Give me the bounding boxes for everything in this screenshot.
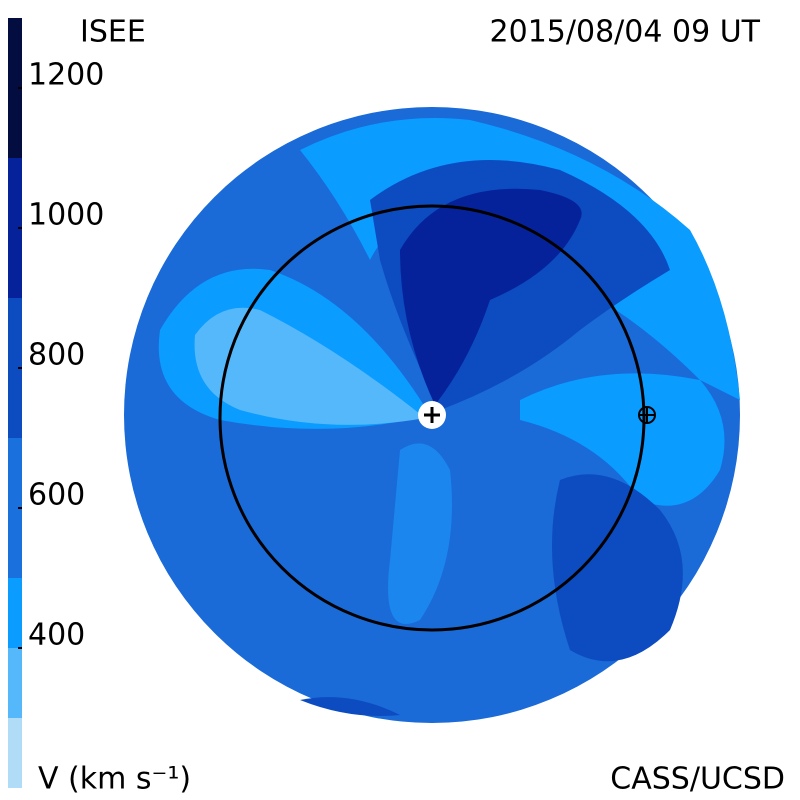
colorbar-label: V (km s⁻¹) [38,762,191,797]
region [520,373,725,506]
colorbar: 400 600 800 1000 1200 [8,18,104,788]
colorbar-tick-label: 1000 [28,198,104,233]
region [552,474,683,662]
title: ISEE [80,15,146,50]
region [400,188,582,405]
region [194,307,425,425]
colorbar-band [8,298,22,438]
colorbar-band [8,648,22,718]
colorbar-tick-label: 600 [28,478,85,513]
earth-orbit [218,204,646,632]
colorbar-band [8,718,22,788]
colorbar-tick-label: 1200 [28,58,104,93]
colorbar-band [8,578,22,648]
region [300,697,400,716]
earth-cross [639,407,655,423]
region [388,443,452,624]
colorbar-tick-label: 800 [28,338,85,373]
colorbar-tick-label: 400 [28,618,85,653]
velocity-map [124,107,740,723]
sun-plus [424,407,440,423]
credit: CASS/UCSD [610,762,785,797]
colorbar-band [8,438,22,578]
colorbar-band [8,158,22,298]
subtitle: 2015/08/04 09 UT [490,15,761,50]
colorbar-band [8,18,22,158]
